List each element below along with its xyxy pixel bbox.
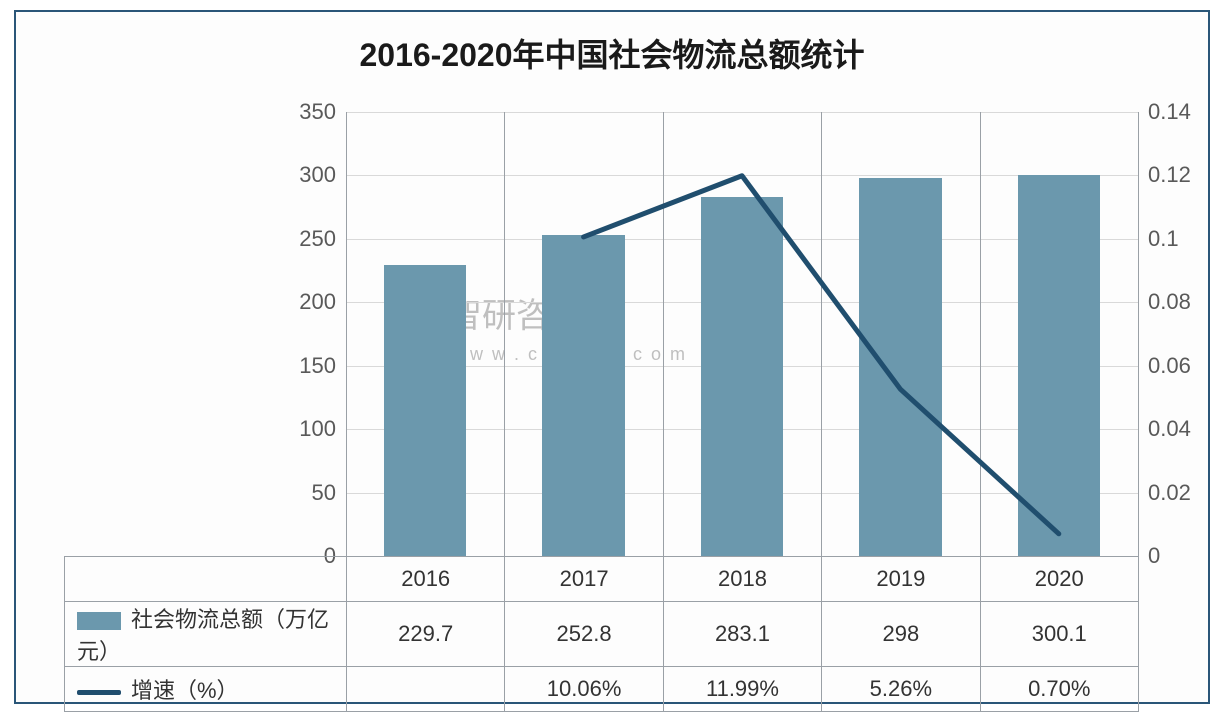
legend-line-swatch-icon: [77, 690, 121, 695]
y-right-tick: 0.02: [1148, 480, 1191, 506]
legend-line-label: 增速（%）: [131, 678, 239, 703]
table-cell: 5.26%: [822, 667, 980, 712]
y-left-tick: 200: [286, 289, 336, 315]
y-right-tick: 0.06: [1148, 353, 1191, 379]
y-right-tick: 0.12: [1148, 162, 1191, 188]
chart-title: 2016-2020年中国社会物流总额统计: [16, 30, 1208, 76]
y-left-tick: 50: [286, 480, 336, 506]
line-series-path: [346, 112, 1138, 556]
y-left-tick: 250: [286, 226, 336, 252]
plot-area: 智研咨询 w w w . c h y x x . c o m 050100150…: [346, 112, 1138, 556]
chart-frame: 2016-2020年中国社会物流总额统计 智研咨询 w w w . c h y …: [14, 10, 1210, 704]
table-header-cell: 2020: [980, 557, 1138, 602]
table-header-cell: 2019: [822, 557, 980, 602]
y-right-tick: 0.08: [1148, 289, 1191, 315]
y-left-tick: 350: [286, 99, 336, 125]
table-cell: 增速（%）: [65, 667, 347, 712]
y-right-tick: 0.04: [1148, 416, 1191, 442]
table-cell: 229.7: [347, 602, 505, 667]
y-right-tick: 0.14: [1148, 99, 1191, 125]
table-cell: 283.1: [663, 602, 821, 667]
table-cell: 252.8: [505, 602, 663, 667]
table-header-cell: 2016: [347, 557, 505, 602]
table-cell: 0.70%: [980, 667, 1138, 712]
table-header-cell: 2018: [663, 557, 821, 602]
y-right-tick: 0.1: [1148, 226, 1179, 252]
table-cell: 社会物流总额（万亿元）: [65, 602, 347, 667]
table-header-cell: 2017: [505, 557, 663, 602]
table-header-cell: [65, 557, 347, 602]
x-cell-border: [1138, 112, 1139, 556]
table-cell: 10.06%: [505, 667, 663, 712]
data-table: 20162017201820192020 社会物流总额（万亿元）229.7252.…: [64, 556, 1139, 712]
table-cell: 298: [822, 602, 980, 667]
y-right-tick: 0: [1148, 543, 1160, 569]
y-left-tick: 300: [286, 162, 336, 188]
y-left-tick: 100: [286, 416, 336, 442]
table-cell: 300.1: [980, 602, 1138, 667]
y-left-tick: 150: [286, 353, 336, 379]
table-cell: [347, 667, 505, 712]
legend-bar-swatch-icon: [77, 612, 121, 630]
table-cell: 11.99%: [663, 667, 821, 712]
